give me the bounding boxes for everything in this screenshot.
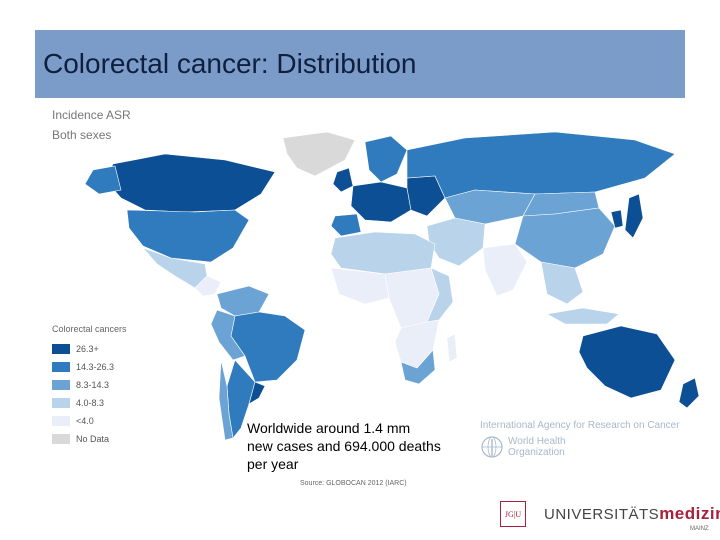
who-emblem-icon: [481, 436, 503, 458]
legend-swatch: [52, 380, 70, 390]
who-name-line: Organization: [508, 447, 565, 458]
legend-label: 8.3-14.3: [76, 380, 110, 390]
region-southeast-asia: [540, 261, 584, 305]
region-north-africa: [330, 231, 436, 275]
region-usa: [126, 209, 250, 263]
map-header-measure: Incidence ASR: [52, 108, 131, 122]
legend-swatch: [52, 344, 70, 354]
legend-item: 14.3-26.3: [52, 358, 127, 376]
university-name: UNIVERSITÄTSmedizin.: [544, 504, 720, 524]
caption-text: Worldwide around 1.4 mm new cases and 69…: [245, 419, 443, 473]
map-header-sex: Both sexes: [52, 128, 112, 142]
who-logo: World Health Organization: [480, 435, 680, 459]
region-new-zealand: [678, 377, 700, 409]
legend-label: 4.0-8.3: [76, 398, 105, 408]
legend-label: <4.0: [76, 416, 94, 426]
slide-title: Colorectal cancer: Distribution: [43, 48, 417, 79]
caption-line: Worldwide around 1.4 mm: [247, 420, 411, 436]
region-india: [482, 243, 528, 297]
legend-swatch: [52, 416, 70, 426]
region-madagascar: [446, 333, 458, 363]
legend-swatch: [52, 362, 70, 372]
region-south-africa: [400, 349, 436, 385]
world-map: [84, 131, 700, 441]
map-legend: Colorectal cancers 26.3+ 14.3-26.3 8.3-1…: [52, 324, 127, 448]
caption-line: per year: [247, 456, 299, 472]
university-city: MAINZ: [690, 526, 709, 532]
caption-line: new cases and 694.000 deaths: [247, 438, 441, 454]
university-name-suffix: medizin.: [659, 504, 720, 523]
legend-swatch: [52, 434, 70, 444]
university-name-prefix: UNIVERSITÄTS: [544, 506, 660, 523]
legend-item: 4.0-8.3: [52, 394, 127, 412]
region-west-africa: [330, 267, 390, 305]
map-source: Source: GLOBOCAN 2012 (IARC): [300, 480, 407, 487]
legend-swatch: [52, 398, 70, 408]
legend-label: 14.3-26.3: [76, 362, 115, 372]
legend-item: <4.0: [52, 412, 127, 430]
region-korea: [610, 209, 624, 229]
region-western-europe: [350, 181, 412, 223]
region-russia: [406, 131, 676, 199]
region-uk: [332, 167, 354, 193]
region-colombia-venezuela: [216, 285, 270, 317]
legend-item: 8.3-14.3: [52, 376, 127, 394]
legend-label: 26.3+: [76, 344, 99, 354]
legend-item: 26.3+: [52, 340, 127, 358]
region-chile: [218, 359, 234, 441]
iarc-who-logos: International Agency for Research on Can…: [480, 420, 680, 459]
region-australia: [578, 325, 676, 399]
region-iberia: [330, 213, 362, 237]
region-indonesia: [546, 307, 620, 325]
legend-title: Colorectal cancers: [52, 324, 127, 334]
iarc-name: International Agency for Research on Can…: [480, 420, 680, 431]
title-bar: Colorectal cancer: Distribution: [35, 30, 685, 98]
who-name-line: World Health: [508, 436, 566, 447]
legend-label: No Data: [76, 434, 110, 444]
who-name: World Health Organization: [508, 436, 566, 458]
legend-item: No Data: [52, 430, 127, 448]
region-greenland: [282, 131, 356, 177]
jgu-emblem: JG|U: [500, 501, 526, 527]
region-middle-east: [426, 217, 486, 267]
region-canada: [104, 153, 276, 213]
region-alaska: [84, 165, 122, 195]
region-china: [514, 207, 616, 269]
region-peru-bolivia: [210, 309, 246, 361]
region-japan: [624, 193, 644, 239]
university-logo: JG|U UNIVERSITÄTSmedizin.: [500, 500, 720, 528]
region-central-america: [194, 275, 222, 297]
region-uruguay: [248, 381, 266, 405]
region-scandinavia: [364, 135, 408, 183]
